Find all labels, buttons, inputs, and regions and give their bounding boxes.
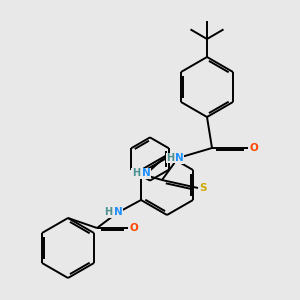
- Text: N: N: [113, 207, 122, 217]
- Text: H: H: [167, 153, 175, 163]
- Text: N: N: [142, 169, 150, 178]
- Text: S: S: [200, 183, 207, 193]
- Text: H: H: [132, 169, 140, 178]
- Text: O: O: [249, 143, 258, 153]
- Text: H: H: [104, 207, 112, 217]
- Text: N: N: [175, 153, 184, 163]
- Text: O: O: [129, 223, 138, 233]
